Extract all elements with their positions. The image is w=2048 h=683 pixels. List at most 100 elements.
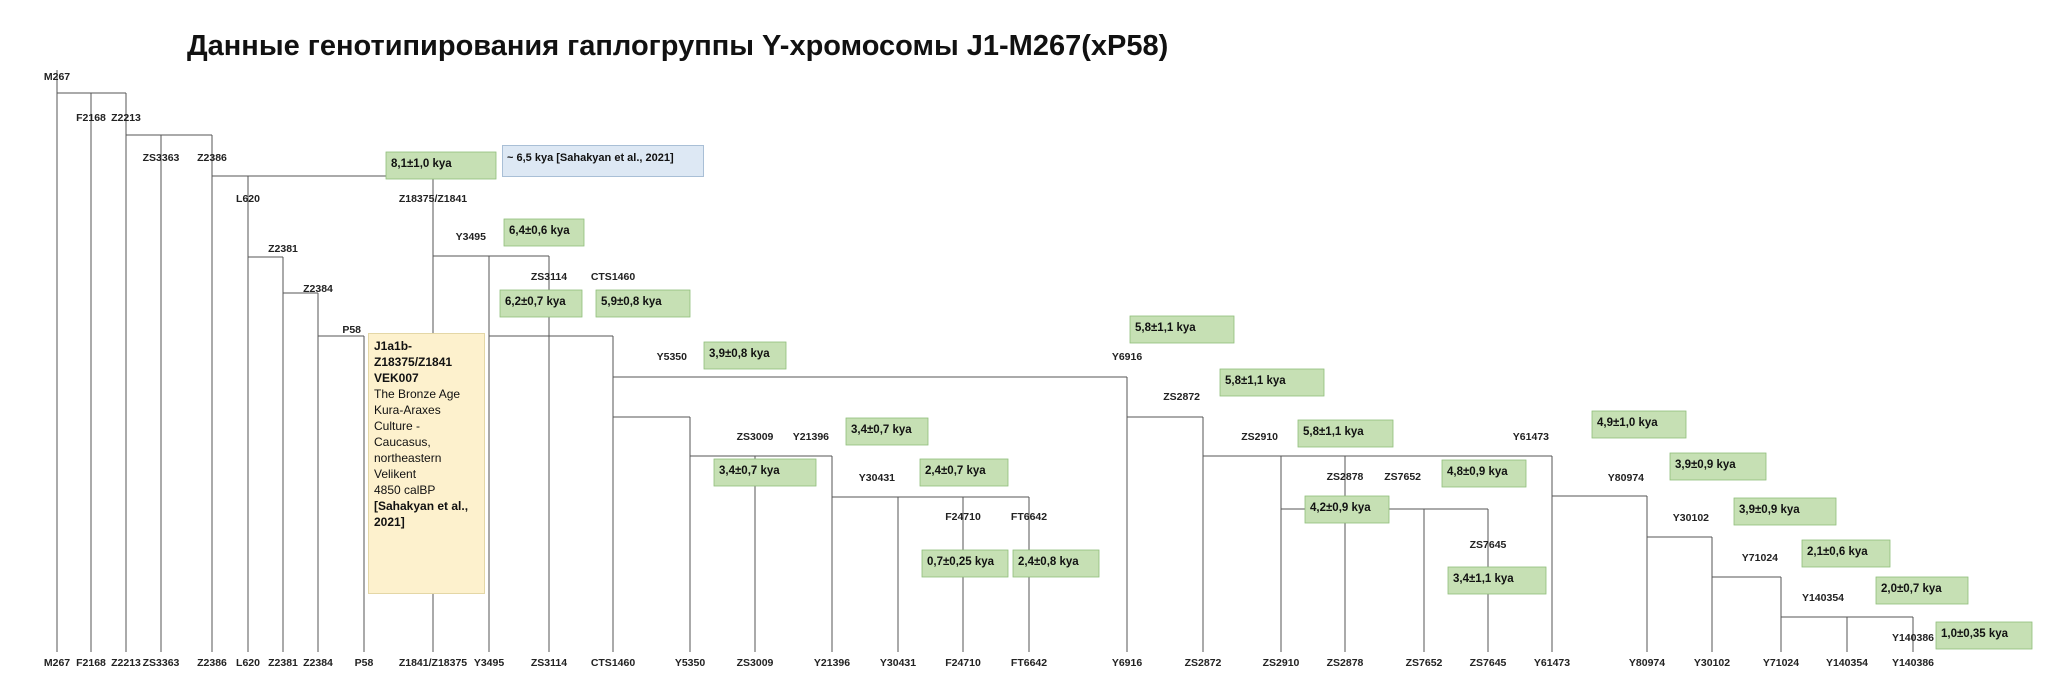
age-box-bg	[921, 549, 1009, 578]
bottom-label: Y71024	[1763, 657, 1799, 669]
sample-line: Velikent	[374, 467, 417, 481]
age-box: 3,9±0,9 kya	[1669, 452, 1767, 481]
node-label-z18375: Z18375/Z1841	[399, 193, 467, 205]
node-label-zs2878: ZS2878	[1327, 471, 1364, 483]
age-value: 8,1±1,0 kya	[391, 158, 452, 170]
age-box: 5,8±1,1 kya	[1219, 368, 1325, 397]
age-value: 6,2±0,7 kya	[505, 296, 566, 308]
age-box: 8,1±1,0 kya	[385, 151, 497, 180]
age-box-bg	[1297, 419, 1394, 448]
sample-line: 4850 calBP	[374, 483, 436, 497]
bottom-label: ZS2872	[1185, 657, 1222, 669]
node-label-zs3009: ZS3009	[737, 431, 774, 443]
bottom-label: Y140386	[1892, 657, 1934, 669]
age-box: 2,4±0,8 kya	[1012, 549, 1100, 578]
node-label-y21396: Y21396	[793, 431, 829, 443]
sample-line: [Sahakyan et al.,	[374, 499, 469, 513]
age-box-bg	[385, 151, 497, 180]
node-label-z2381: Z2381	[268, 243, 298, 255]
node-label-z2384: Z2384	[303, 283, 333, 295]
node-label-zs3114: ZS3114	[531, 271, 567, 283]
age-box-bg	[1733, 497, 1837, 526]
age-value: 6,4±0,6 kya	[509, 225, 570, 237]
node-label-y80974: Y80974	[1608, 472, 1644, 484]
node-label-f2168: F2168	[76, 112, 106, 124]
bottom-label: M267	[44, 657, 70, 669]
bottom-label: Y61473	[1534, 657, 1570, 669]
node-label-ft6642: FT6642	[1011, 511, 1047, 523]
bottom-label: F24710	[945, 657, 981, 669]
age-value: 1,0±0,35 kya	[1941, 628, 2009, 640]
node-label-y140386: Y140386	[1892, 632, 1934, 644]
age-box: 6,4±0,6 kya	[503, 218, 585, 247]
age-box-bg	[499, 289, 583, 318]
sample-line: northeastern	[374, 451, 442, 465]
node-label-y6916: Y6916	[1112, 351, 1143, 363]
node-label-y5350: Y5350	[657, 351, 688, 363]
diagram-title: Данные генотипирования гаплогруппы Y-хро…	[187, 30, 1169, 62]
age-box: 3,9±0,8 kya	[703, 341, 787, 370]
bottom-label: ZS3009	[737, 657, 774, 669]
age-value: 4,9±1,0 kya	[1597, 417, 1658, 429]
node-label-z2386: Z2386	[197, 152, 227, 164]
bottom-label: FT6642	[1011, 657, 1047, 669]
node-label-y30431: Y30431	[859, 472, 895, 484]
bottom-label: ZS3363	[143, 657, 180, 669]
age-box: 3,9±0,9 kya	[1733, 497, 1837, 526]
node-label-y61473: Y61473	[1513, 431, 1549, 443]
bottom-labels: M267 F2168 Z2213 ZS3363 Z2386 L620 Z2381 Z2384 P…	[44, 657, 1934, 669]
age-box-bg	[1441, 459, 1527, 488]
node-label-zs7652: ZS7652	[1384, 471, 1421, 483]
sample-line: Z18375/Z1841	[374, 355, 453, 369]
age-box-bg	[919, 458, 1009, 487]
age-box: 1,0±0,35 kya	[1935, 621, 2033, 650]
node-label-y30102: Y30102	[1673, 512, 1709, 524]
age-box-bg	[845, 417, 929, 446]
age-box-bg	[503, 218, 585, 247]
age-box: 3,4±0,7 kya	[713, 458, 817, 487]
age-box-bg	[1935, 621, 2033, 650]
ancient-sample-box: J1a1b- Z18375/Z1841 VEK007 The Bronze Ag…	[368, 333, 485, 594]
sample-line: J1a1b-	[374, 339, 413, 353]
node-label-p58: P58	[342, 324, 361, 336]
bottom-label: Z2213	[111, 657, 141, 669]
age-value: 5,8±1,1 kya	[1135, 322, 1196, 334]
age-value: 2,4±0,7 kya	[925, 465, 986, 477]
age-value: 3,9±0,9 kya	[1675, 459, 1736, 471]
age-box-bg	[713, 458, 817, 487]
age-box: 6,2±0,7 kya	[499, 289, 583, 318]
age-value: 4,2±0,9 kya	[1310, 502, 1371, 514]
age-value: 5,8±1,1 kya	[1303, 426, 1364, 438]
bottom-label: ZS7652	[1406, 657, 1443, 669]
node-label-m267: M267	[44, 71, 70, 83]
age-value: 0,7±0,25 kya	[927, 556, 995, 568]
bottom-label: F2168	[76, 657, 106, 669]
node-label-f24710: F24710	[945, 511, 981, 523]
bottom-label: Y3495	[474, 657, 505, 669]
bottom-label: ZS7645	[1470, 657, 1507, 669]
age-box: 4,8±0,9 kya	[1441, 459, 1527, 488]
sample-line: Culture -	[374, 419, 421, 433]
age-box: 5,8±1,1 kya	[1297, 419, 1394, 448]
sample-line: 2021]	[374, 515, 405, 529]
age-box-bg	[1219, 368, 1325, 397]
age-box-bg	[1875, 576, 1969, 605]
age-value: 5,9±0,8 kya	[601, 296, 662, 308]
node-label-zs3363: ZS3363	[143, 152, 180, 164]
age-box-bg	[1129, 315, 1235, 344]
node-label-zs7645: ZS7645	[1470, 539, 1507, 551]
age-box-bg	[1447, 566, 1547, 595]
node-label-y140354: Y140354	[1802, 592, 1844, 604]
node-label-z2213: Z2213	[111, 112, 141, 124]
bottom-label: Y80974	[1629, 657, 1665, 669]
sample-line: The Bronze Age	[374, 387, 461, 401]
node-label-y3495: Y3495	[456, 231, 487, 243]
bottom-label: Y140354	[1826, 657, 1868, 669]
age-box-bg	[1591, 410, 1687, 439]
bottom-label: Y30431	[880, 657, 916, 669]
bottom-label: Y21396	[814, 657, 850, 669]
bottom-label: Z2384	[303, 657, 333, 669]
age-value: 2,4±0,8 kya	[1018, 556, 1079, 568]
age-value: 2,0±0,7 kya	[1881, 583, 1942, 595]
